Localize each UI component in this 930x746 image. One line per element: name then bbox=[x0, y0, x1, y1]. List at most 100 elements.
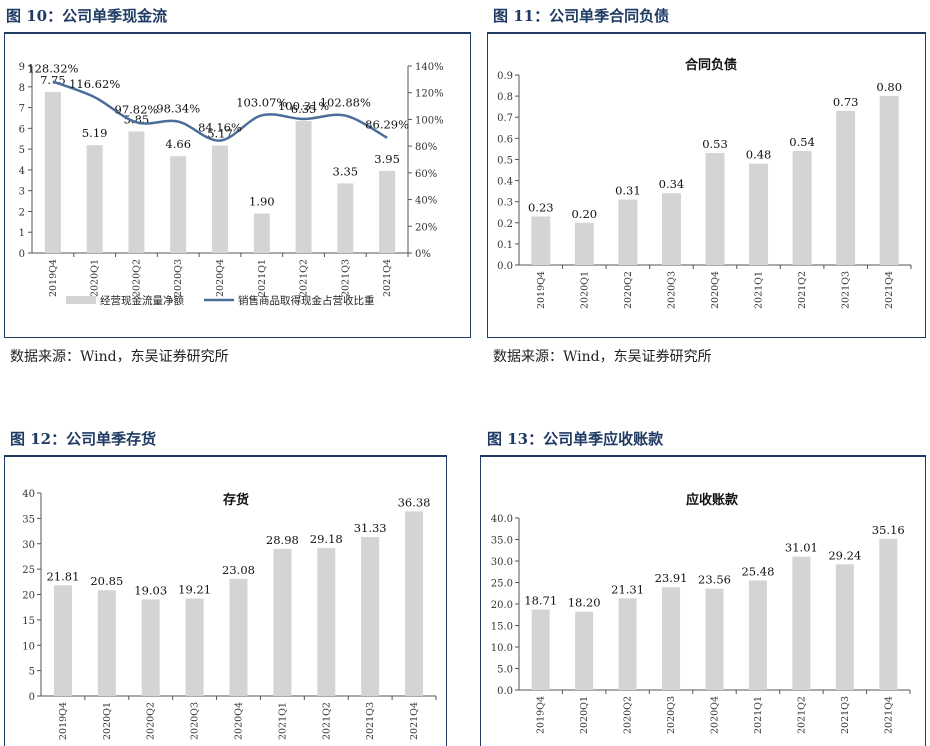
fig10-bar-2020Q2 bbox=[128, 131, 145, 253]
fig10-line-label-2021Q2: 100.31% bbox=[278, 99, 329, 113]
fig12-bar-label-2020Q3: 19.21 bbox=[178, 583, 211, 597]
fig10-y2-tick-label: 100% bbox=[415, 115, 444, 126]
fig10-y-tick-label: 3 bbox=[19, 187, 25, 198]
fig11-bar-2020Q3 bbox=[661, 193, 681, 265]
fig11-y-tick-label: 0.5 bbox=[497, 155, 513, 166]
fig13-chart-title: 应收账款 bbox=[686, 492, 739, 508]
fig10-bar-label-2021Q4: 3.95 bbox=[374, 152, 400, 166]
fig13-bar-label-2020Q2: 21.31 bbox=[611, 582, 644, 596]
fig10-line-label-2020Q3: 98.34% bbox=[156, 102, 200, 116]
fig10-bar-2020Q4 bbox=[212, 145, 228, 253]
fig11-x-tick-label: 2020Q4 bbox=[710, 271, 721, 309]
fig12-top-rule bbox=[4, 455, 447, 457]
fig10-chart: 01234567890%20%40%60%80%100%120%140%7.75… bbox=[19, 62, 444, 307]
fig13-y-tick-label: 30.0 bbox=[491, 557, 513, 568]
fig13-bar-label-2019Q4: 18.71 bbox=[524, 594, 557, 608]
fig13-bar-label-2020Q4: 23.56 bbox=[698, 573, 731, 587]
fig10-y-tick-label: 2 bbox=[19, 207, 25, 218]
fig12-x-tick-label: 2020Q3 bbox=[190, 702, 201, 740]
fig10-bar-label-2020Q3: 4.66 bbox=[165, 137, 191, 151]
fig10-y2-tick-label: 60% bbox=[415, 169, 437, 180]
fig12-x-tick-label: 2021Q3 bbox=[365, 702, 376, 740]
fig11-x-tick-label: 2020Q2 bbox=[623, 271, 634, 309]
fig11-bar-2021Q2 bbox=[792, 151, 812, 265]
fig10-y-tick-label: 1 bbox=[19, 228, 25, 239]
fig12-bar-2020Q2 bbox=[141, 599, 160, 696]
fig10-bar-label-2020Q4: 5.17 bbox=[207, 127, 233, 141]
fig11-bar-2020Q2 bbox=[618, 199, 638, 265]
fig11-bar-label-2020Q2: 0.31 bbox=[615, 184, 641, 198]
fig11-bar-2020Q1 bbox=[574, 222, 594, 265]
fig12-chart: 0 5 10 15 20 25 30 35 40 存货 21.81 2019Q4 20.85 2020Q1… bbox=[22, 489, 437, 740]
fig10-y2-tick-label: 20% bbox=[415, 222, 437, 233]
fig11-bar-2020Q4 bbox=[705, 153, 725, 265]
fig13-y-tick-label: 40.0 bbox=[491, 514, 513, 525]
fig13-bar-2020Q3 bbox=[662, 587, 681, 690]
fig12-y-tick-label: 25 bbox=[22, 565, 35, 576]
fig12-frame bbox=[4, 456, 447, 746]
fig13-title: 图 13：公司单季应收账款 bbox=[487, 430, 664, 448]
fig10-x-tick-label: 2019Q4 bbox=[48, 259, 59, 297]
fig10-y-tick-label: 9 bbox=[19, 62, 25, 73]
fig10-legend-bar-label: 经营现金流量净额 bbox=[100, 294, 184, 307]
fig13-y-tick-label: 35.0 bbox=[491, 536, 513, 547]
fig13-y-tick-label: 25.0 bbox=[491, 579, 513, 590]
fig12-bar-label-2020Q4: 23.08 bbox=[222, 563, 255, 577]
fig12-y-tick-label: 35 bbox=[22, 514, 35, 525]
fig10-ratio-line bbox=[52, 80, 388, 142]
fig10-y2-tick-label: 120% bbox=[415, 89, 444, 100]
fig12-bar-label-2021Q1: 28.98 bbox=[266, 533, 299, 547]
fig12-y-tick-label: 15 bbox=[22, 616, 35, 627]
fig12-bar-label-2020Q2: 19.03 bbox=[134, 583, 167, 597]
fig12-bar-2021Q2 bbox=[317, 547, 336, 696]
fig13-bar-2021Q2 bbox=[792, 556, 811, 690]
fig13-x-tick-label: 2021Q3 bbox=[840, 696, 851, 734]
fig13-y-tick-label: 20.0 bbox=[491, 600, 513, 611]
fig13-top-rule bbox=[480, 455, 926, 457]
fig10-y-tick-label: 5 bbox=[19, 145, 25, 156]
fig13-bar-2020Q1 bbox=[575, 611, 594, 690]
fig13-x-tick-label: 2021Q4 bbox=[883, 696, 894, 734]
fig13-bar-2021Q3 bbox=[835, 564, 854, 690]
fig10-line-label-2020Q1: 116.62% bbox=[69, 77, 120, 91]
fig11-y-tick-label: 0.7 bbox=[497, 113, 513, 124]
fig13-x-tick-label: 2021Q2 bbox=[796, 696, 807, 734]
fig13-x-tick-label: 2020Q2 bbox=[623, 696, 634, 734]
fig11-chart: 0.0 0.1 0.2 0.3 0.4 0.5 0.6 0.7 0.8 0.9 合同负债 0.23 20… bbox=[497, 57, 912, 309]
fig10-bar-2020Q1 bbox=[86, 145, 103, 253]
fig10-frame bbox=[4, 33, 471, 338]
fig11-y-tick-label: 0.2 bbox=[497, 219, 513, 230]
fig10-line-label-2021Q4: 86.29% bbox=[365, 118, 409, 132]
fig11-x-tick-label: 2021Q1 bbox=[754, 271, 765, 309]
fig12-x-tick-label: 2020Q2 bbox=[146, 702, 157, 740]
fig13-chart: 0.0 5.0 10.0 15.0 20.0 25.0 30.0 35.0 40.0 应收账款 18… bbox=[491, 492, 911, 734]
fig12-bar-2021Q4 bbox=[405, 511, 424, 696]
fig12-y-tick-label: 0 bbox=[29, 692, 35, 703]
fig10-top-rule bbox=[4, 32, 471, 34]
fig13-x-tick-label: 2019Q4 bbox=[536, 696, 547, 734]
fig10-bar-2019Q4 bbox=[44, 91, 61, 253]
fig10-bar-2020Q3 bbox=[170, 156, 187, 253]
fig11-bar-label-2021Q1: 0.48 bbox=[746, 148, 772, 162]
fig11-source: 数据来源：Wind，东吴证券研究所 bbox=[493, 349, 712, 365]
fig12-x-tick-label: 2019Q4 bbox=[58, 702, 69, 740]
fig11-x-tick-label: 2019Q4 bbox=[536, 271, 547, 309]
fig12-bar-label-2021Q4: 36.38 bbox=[398, 495, 431, 509]
fig13-bar-label-2021Q4: 35.16 bbox=[872, 523, 905, 537]
fig10-x-tick-label: 2021Q4 bbox=[382, 259, 393, 297]
fig12-x-tick-label: 2020Q1 bbox=[102, 702, 113, 740]
fig12-bar-2019Q4 bbox=[53, 585, 72, 696]
fig10-x-tick-label: 2020Q4 bbox=[215, 259, 226, 297]
fig10-y2-tick-label: 80% bbox=[415, 142, 437, 153]
fig13-bar-label-2020Q3: 23.91 bbox=[655, 571, 688, 585]
fig12-y-tick-label: 10 bbox=[22, 641, 35, 652]
fig12-bar-label-2019Q4: 21.81 bbox=[46, 569, 79, 583]
fig13-bar-2020Q2 bbox=[618, 598, 637, 690]
fig10-bar-label-2020Q1: 5.19 bbox=[82, 126, 108, 140]
fig11-y-tick-label: 0.6 bbox=[497, 134, 513, 145]
fig10-bar-label-2021Q2: 6.35 bbox=[291, 102, 317, 116]
fig11-frame bbox=[487, 33, 926, 338]
fig10-x-tick-label: 2021Q3 bbox=[340, 259, 351, 297]
fig10-bar-2021Q1 bbox=[253, 213, 270, 253]
fig11-y-tick-label: 0.9 bbox=[497, 71, 513, 82]
